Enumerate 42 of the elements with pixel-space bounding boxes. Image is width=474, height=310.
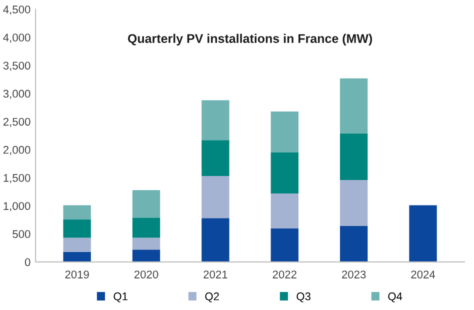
y-tick-label: 500 (12, 230, 30, 238)
bar (132, 250, 160, 262)
y-tick-label: 4,500 (3, 6, 30, 15)
bar (63, 205, 91, 220)
x-tick-label: 2024 (411, 270, 436, 278)
bar (132, 218, 160, 238)
bar (340, 226, 368, 262)
y-tick-label: 2,000 (3, 146, 30, 156)
bar (270, 152, 298, 194)
bar (202, 140, 230, 176)
bar (340, 133, 368, 180)
x-tick-label: 2021 (204, 270, 228, 278)
x-tick-label: 2020 (134, 270, 158, 278)
legend-label: Q3 (296, 292, 310, 302)
bar (132, 190, 160, 218)
bar (340, 180, 368, 226)
y-tick-label: 3,000 (3, 90, 30, 99)
bar (132, 238, 160, 250)
bar (63, 219, 91, 238)
bar (63, 252, 91, 262)
bar (270, 111, 298, 152)
legend-label: Q1 (114, 292, 128, 302)
bar (202, 100, 230, 140)
bar (409, 205, 437, 262)
bar (202, 176, 230, 218)
y-tick-label: 0 (24, 258, 30, 266)
x-tick-label: 2019 (65, 270, 89, 278)
bar (270, 228, 298, 262)
y-tick-label: 1,000 (4, 202, 30, 212)
x-tick-label: 2023 (342, 270, 366, 278)
y-tick-label: 1,500 (4, 174, 30, 184)
bar (63, 238, 91, 252)
legend-label: Q4 (388, 292, 402, 302)
y-tick-label: 4,000 (3, 34, 30, 43)
text: Quarterly PV installations in France (MW) (128, 34, 372, 46)
bar (340, 78, 368, 134)
y-tick-label: 3,500 (3, 62, 30, 71)
y-tick-label: 2,500 (3, 118, 30, 128)
bar (270, 193, 298, 228)
bar (202, 218, 230, 262)
x-tick-label: 2022 (272, 270, 296, 278)
legend-label: Q2 (205, 292, 219, 302)
